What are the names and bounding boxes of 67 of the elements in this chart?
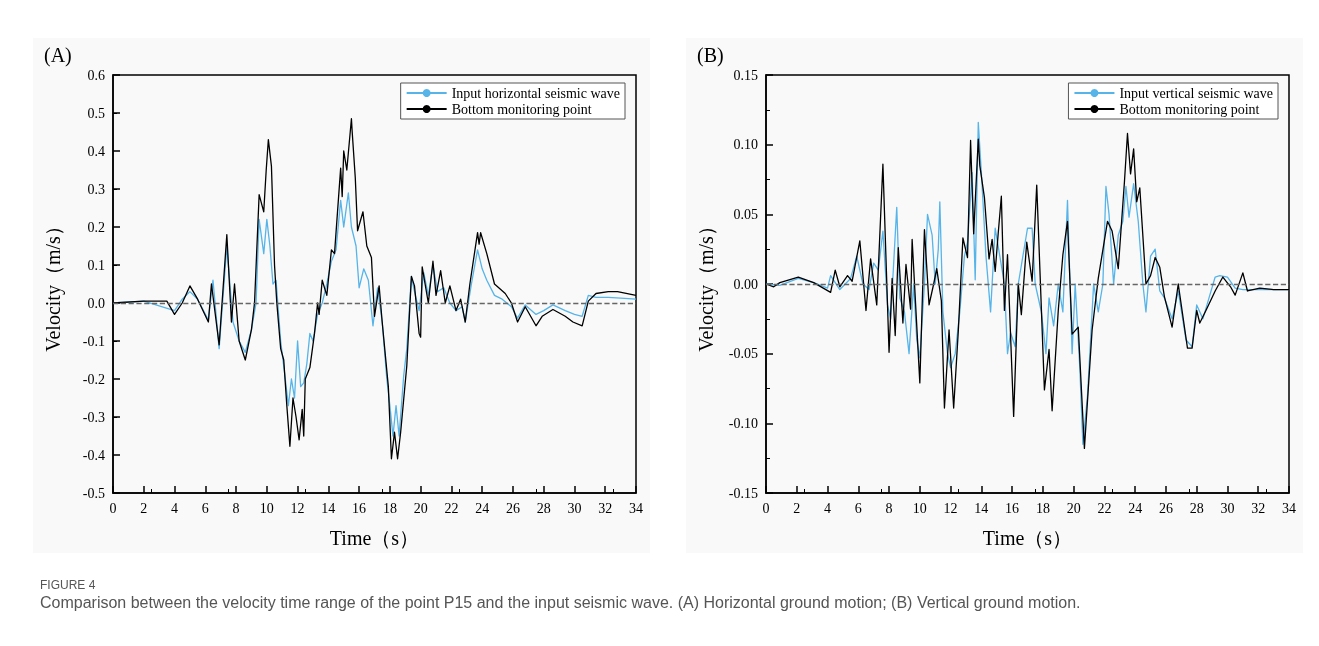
y-tick-label: 0.15 [733, 67, 758, 83]
y-tick-label: 0.2 [87, 219, 105, 235]
y-tick-label: 0.6 [87, 67, 105, 83]
y-tick-label: 0.10 [733, 137, 758, 153]
y-tick-label: -0.2 [82, 371, 105, 387]
x-tick-label: 32 [1251, 500, 1266, 516]
legend-label: Bottom monitoring point [451, 101, 592, 117]
x-tick-label: 18 [1035, 500, 1050, 516]
x-tick-label: 6 [201, 500, 209, 516]
x-axis-title: Time（s） [982, 527, 1073, 549]
x-tick-label: 4 [171, 500, 179, 516]
x-tick-label: 10 [912, 500, 927, 516]
y-tick-label: 0.5 [87, 105, 105, 121]
y-tick-label: -0.10 [728, 415, 758, 431]
x-tick-label: 2 [793, 500, 801, 516]
y-tick-label: 0.00 [733, 276, 758, 292]
y-tick-label: 0.0 [87, 295, 105, 311]
x-tick-label: 14 [974, 500, 989, 516]
y-tick-label: -0.4 [82, 447, 105, 463]
x-tick-label: 28 [536, 500, 551, 516]
text: Comparison between the velocity time range of the point P15 and the input seismic wave. (A) Horizontal ground motion; (B) Vertical ground motion. [40, 594, 1081, 612]
legend-label: Input horizontal seismic wave [451, 85, 620, 101]
x-tick-label: 22 [1097, 500, 1112, 516]
x-tick-label: 4 [824, 500, 832, 516]
x-axis-title: Time（s） [329, 527, 420, 549]
x-tick-label: 16 [352, 500, 367, 516]
x-tick-label: 12 [290, 500, 305, 516]
x-tick-label: 2 [140, 500, 148, 516]
x-tick-label: 30 [1220, 500, 1235, 516]
y-tick-label: 0.1 [87, 257, 105, 273]
y-tick-label: 0.3 [87, 181, 105, 197]
y-tick-label: 0.05 [733, 206, 758, 222]
y-tick-label: -0.1 [82, 333, 105, 349]
x-tick-label: 22 [444, 500, 459, 516]
x-tick-label: 26 [505, 500, 520, 516]
x-tick-label: 16 [1005, 500, 1020, 516]
x-tick-label: 0 [762, 500, 770, 516]
x-tick-label: 12 [943, 500, 958, 516]
x-tick-label: 26 [1158, 500, 1173, 516]
x-tick-label: 10 [259, 500, 274, 516]
x-tick-label: 0 [109, 500, 117, 516]
caption: FIGURE 4 [40, 578, 97, 592]
chart-title: (B) [697, 44, 724, 67]
legend-label: Input vertical seismic wave [1119, 85, 1274, 101]
x-tick-label: 6 [854, 500, 862, 516]
x-tick-label: 24 [475, 500, 490, 516]
x-tick-label: 34 [629, 500, 643, 516]
x-tick-label: 32 [598, 500, 613, 516]
y-tick-label: 0.4 [87, 143, 105, 159]
x-tick-label: 20 [413, 500, 428, 516]
x-tick-label: 20 [1066, 500, 1081, 516]
y-tick-label: -0.5 [82, 485, 105, 501]
y-axis-title: Velocity（m/s） [42, 216, 65, 352]
y-axis-title: Velocity（m/s） [695, 216, 718, 352]
y-tick-label: -0.15 [728, 485, 758, 501]
x-tick-label: 8 [885, 500, 893, 516]
chart-title: (A) [44, 44, 72, 67]
x-tick-label: 28 [1189, 500, 1204, 516]
x-tick-label: 24 [1128, 500, 1143, 516]
x-tick-label: 34 [1282, 500, 1296, 516]
x-tick-label: 18 [382, 500, 397, 516]
x-tick-label: 8 [232, 500, 240, 516]
x-tick-label: 30 [567, 500, 582, 516]
legend-label: Bottom monitoring point [1119, 101, 1260, 117]
x-tick-label: 14 [321, 500, 336, 516]
y-tick-label: -0.05 [728, 346, 758, 362]
y-tick-label: -0.3 [82, 409, 105, 425]
